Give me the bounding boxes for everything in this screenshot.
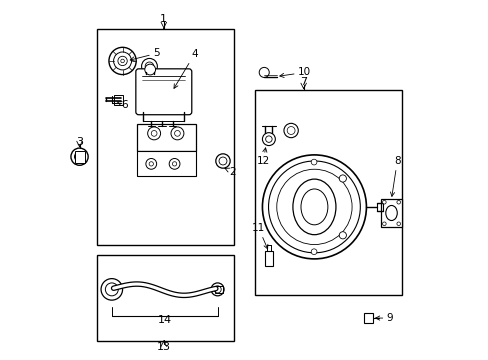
Text: 5: 5 xyxy=(130,48,160,61)
Ellipse shape xyxy=(301,189,327,225)
Circle shape xyxy=(174,131,180,136)
Text: 11: 11 xyxy=(252,224,267,249)
Circle shape xyxy=(284,123,298,138)
Circle shape xyxy=(382,222,386,226)
Circle shape xyxy=(339,232,346,239)
Circle shape xyxy=(219,157,226,165)
Bar xyxy=(97,255,233,341)
Circle shape xyxy=(121,59,124,63)
Circle shape xyxy=(101,279,122,300)
Circle shape xyxy=(169,158,180,169)
Bar xyxy=(265,251,273,266)
Circle shape xyxy=(142,58,157,74)
Text: 4: 4 xyxy=(174,49,197,88)
Bar xyxy=(364,313,372,323)
Circle shape xyxy=(396,201,400,204)
Circle shape xyxy=(310,249,316,255)
Circle shape xyxy=(109,47,136,75)
Circle shape xyxy=(71,148,88,165)
Text: 13: 13 xyxy=(157,342,170,352)
Circle shape xyxy=(268,161,360,253)
Circle shape xyxy=(74,152,84,162)
Circle shape xyxy=(105,283,118,296)
Circle shape xyxy=(310,159,316,165)
Circle shape xyxy=(118,56,127,66)
Bar xyxy=(380,199,402,227)
Circle shape xyxy=(396,222,400,226)
Circle shape xyxy=(144,64,155,75)
Bar xyxy=(137,151,196,176)
Bar xyxy=(215,286,223,293)
Text: 14: 14 xyxy=(158,315,172,325)
Text: 9: 9 xyxy=(375,313,393,323)
Circle shape xyxy=(339,175,346,182)
Ellipse shape xyxy=(385,206,396,221)
Circle shape xyxy=(171,127,183,140)
Bar xyxy=(137,125,196,151)
Circle shape xyxy=(215,154,230,168)
Text: 7: 7 xyxy=(300,77,306,87)
Circle shape xyxy=(211,283,224,296)
Circle shape xyxy=(276,169,351,244)
Circle shape xyxy=(149,162,153,166)
Circle shape xyxy=(113,52,131,70)
Circle shape xyxy=(172,162,176,166)
Circle shape xyxy=(151,131,157,136)
Circle shape xyxy=(145,62,153,71)
Text: 8: 8 xyxy=(389,156,400,196)
Circle shape xyxy=(262,133,275,145)
Bar xyxy=(113,95,122,105)
Text: 12: 12 xyxy=(256,148,269,166)
Circle shape xyxy=(214,286,221,293)
Circle shape xyxy=(382,201,386,204)
Text: 2: 2 xyxy=(224,167,236,177)
FancyBboxPatch shape xyxy=(136,69,191,115)
Text: 3: 3 xyxy=(76,137,83,147)
Bar xyxy=(74,150,84,163)
Circle shape xyxy=(262,155,366,259)
Circle shape xyxy=(286,127,294,134)
Ellipse shape xyxy=(292,179,335,235)
Circle shape xyxy=(265,136,271,142)
Circle shape xyxy=(259,67,269,77)
Text: 6: 6 xyxy=(117,100,127,110)
Text: 10: 10 xyxy=(279,67,311,77)
Circle shape xyxy=(77,154,81,159)
Text: 1: 1 xyxy=(160,14,167,24)
Bar xyxy=(97,30,233,244)
Bar xyxy=(255,90,402,295)
Circle shape xyxy=(147,127,160,140)
Circle shape xyxy=(145,158,156,169)
